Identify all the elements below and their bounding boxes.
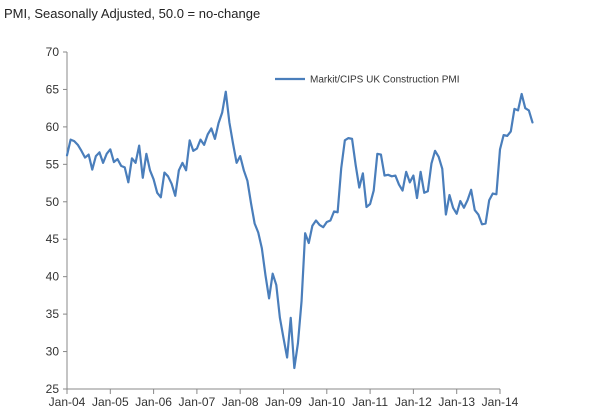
y-tick-label: 45 <box>46 232 60 246</box>
y-tick-label: 35 <box>46 307 60 321</box>
series-line-construction-pmi <box>65 90 534 370</box>
y-tick-label: 30 <box>46 345 60 359</box>
y-tick-label: 50 <box>46 195 60 209</box>
x-tick-label: Jan-06 <box>135 395 172 409</box>
x-tick-label: Jan-11 <box>352 395 388 409</box>
y-tick-label: 70 <box>46 45 60 59</box>
y-tick-label: 25 <box>46 382 60 396</box>
x-tick-label: Jan-07 <box>179 395 216 409</box>
x-tick-label: Jan-10 <box>308 395 345 409</box>
x-tick-label: Jan-08 <box>222 395 259 409</box>
series-layer <box>65 90 534 370</box>
x-tick-label: Jan-13 <box>438 395 475 409</box>
x-axis: Jan-04 Jan-05 Jan-06 Jan-07 Jan-08 Jan-09 Jan-… <box>49 388 519 409</box>
chart-title: PMI, Seasonally Adjusted, 50.0 = no-chan… <box>4 6 261 21</box>
x-tick-label: Jan-05 <box>92 395 129 409</box>
y-tick-label: 60 <box>46 120 60 134</box>
legend-label: Markit/CIPS UK Construction PMI <box>310 75 459 86</box>
y-tick-label: 65 <box>46 82 60 96</box>
x-tick-label: Jan-09 <box>265 395 302 409</box>
x-tick-label: Jan-14 <box>482 395 519 409</box>
y-axis: 25 30 35 40 45 50 55 60 65 70 <box>46 45 68 396</box>
y-tick-label: 55 <box>46 157 60 171</box>
x-tick-label: Jan-12 <box>395 395 432 409</box>
y-tick-label: 40 <box>46 270 60 284</box>
x-tick-label: Jan-04 <box>49 395 86 409</box>
legend: Markit/CIPS UK Construction PMI <box>275 75 459 86</box>
